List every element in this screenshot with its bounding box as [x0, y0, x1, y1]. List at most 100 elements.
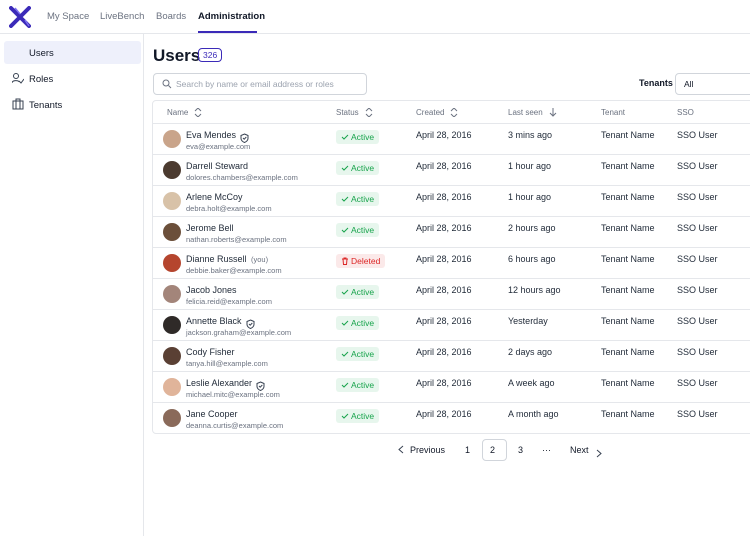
created-date: April 28, 2016	[416, 316, 472, 326]
nav-item[interactable]: Boards	[156, 11, 187, 22]
user-name: Arlene McCoy	[186, 192, 243, 202]
last-seen: 12 hours ago	[508, 285, 561, 295]
user-email: tanya.hill@example.com	[186, 359, 268, 368]
sort-icon	[194, 108, 202, 117]
page-title: Users	[153, 46, 201, 65]
column-header: Tenant	[601, 108, 626, 117]
sso-type: SSO User	[677, 409, 718, 419]
row-border	[153, 278, 750, 279]
status-badge: Active	[336, 161, 380, 175]
logo[interactable]	[9, 6, 31, 28]
avatar	[163, 192, 181, 210]
status-icon	[341, 226, 349, 236]
page-number[interactable]: 3	[518, 445, 524, 455]
user-email: eva@example.com	[186, 142, 251, 151]
tenants-select[interactable]: All	[675, 73, 750, 95]
icon-tenants	[12, 98, 24, 110]
nav-item[interactable]: LiveBench	[100, 11, 145, 22]
page-number[interactable]: ···	[542, 445, 551, 455]
search-placeholder: Search by name or email address or roles	[176, 79, 334, 89]
sso-type: SSO User	[677, 378, 718, 388]
column-header[interactable]: Created	[416, 108, 458, 117]
created-date: April 28, 2016	[416, 409, 472, 419]
user-email: debbie.baker@example.com	[186, 266, 282, 275]
status-badge: Active	[336, 192, 380, 206]
current-page-box	[482, 439, 507, 461]
last-seen: 1 hour ago	[508, 192, 552, 202]
last-seen: A week ago	[508, 378, 555, 388]
created-date: April 28, 2016	[416, 223, 472, 233]
page-number[interactable]: 2	[490, 445, 496, 455]
tenant-name: Tenant Name	[601, 130, 655, 140]
user-name: Darrell Steward	[186, 161, 249, 171]
status-icon	[341, 257, 349, 267]
user-name: Annette Black	[186, 316, 242, 326]
sidebar-active-bg	[4, 41, 141, 64]
sso-type: SSO User	[677, 347, 718, 357]
sso-type: SSO User	[677, 285, 718, 295]
created-date: April 28, 2016	[416, 130, 472, 140]
user-count: 326	[198, 48, 223, 62]
status-badge: Active	[336, 285, 380, 299]
status-icon	[341, 412, 349, 422]
row-border	[153, 340, 750, 341]
avatar	[163, 161, 181, 179]
user-email: deanna.curtis@example.com	[186, 421, 284, 430]
user-name: Eva Mendes	[186, 130, 237, 140]
tenant-name: Tenant Name	[601, 285, 655, 295]
last-seen: Yesterday	[508, 316, 548, 326]
you-tag: (you)	[251, 255, 269, 264]
sso-type: SSO User	[677, 223, 718, 233]
next-button[interactable]: Next	[570, 445, 589, 455]
sidebar-item[interactable]: Tenants	[29, 100, 63, 111]
status-icon	[341, 288, 349, 298]
sidebar-item[interactable]: Roles	[29, 74, 54, 85]
user-email: felicia.reid@example.com	[186, 297, 272, 306]
avatar	[163, 285, 181, 303]
avatar	[163, 347, 181, 365]
sort-icon	[450, 108, 458, 117]
row-border	[153, 247, 750, 248]
user-email: nathan.roberts@example.com	[186, 235, 287, 244]
avatar	[163, 378, 181, 396]
header-border	[153, 123, 750, 124]
tenant-name: Tenant Name	[601, 378, 655, 388]
table	[152, 100, 750, 434]
column-header[interactable]: Last seen	[508, 108, 557, 117]
status-icon	[341, 350, 349, 360]
row-border	[153, 185, 750, 186]
column-header[interactable]: Name	[167, 108, 202, 117]
column-header[interactable]: Status	[336, 108, 373, 117]
tenant-name: Tenant Name	[601, 223, 655, 233]
row-border	[153, 309, 750, 310]
avatar	[163, 254, 181, 272]
search-box[interactable]: Search by name or email address or roles	[153, 73, 367, 95]
user-name: Leslie Alexander	[186, 378, 253, 388]
icon-roles	[12, 73, 24, 84]
verified-icon	[256, 378, 265, 396]
row-border	[153, 371, 750, 372]
row-border	[153, 154, 750, 155]
row-border	[153, 402, 750, 403]
created-date: April 28, 2016	[416, 378, 472, 388]
sidebar-item[interactable]: Users	[29, 48, 54, 59]
tenants-value: All	[684, 79, 694, 89]
user-name: Dianne Russell	[186, 254, 247, 264]
page-number[interactable]: 1	[465, 445, 471, 455]
nav-item[interactable]: My Space	[47, 11, 90, 22]
verified-icon	[240, 130, 249, 148]
created-date: April 28, 2016	[416, 192, 472, 202]
status-icon	[341, 133, 349, 143]
last-seen: 1 hour ago	[508, 161, 552, 171]
status-icon	[341, 195, 349, 205]
sso-type: SSO User	[677, 130, 718, 140]
column-header: SSO	[677, 108, 694, 117]
nav-item[interactable]: Administration	[198, 11, 266, 22]
last-seen: 6 hours ago	[508, 254, 556, 264]
sso-type: SSO User	[677, 316, 718, 326]
status-icon	[341, 319, 349, 329]
status-badge: Active	[336, 347, 380, 361]
created-date: April 28, 2016	[416, 254, 472, 264]
prev-button[interactable]: Previous	[410, 445, 446, 455]
sidebar-border	[143, 34, 144, 536]
